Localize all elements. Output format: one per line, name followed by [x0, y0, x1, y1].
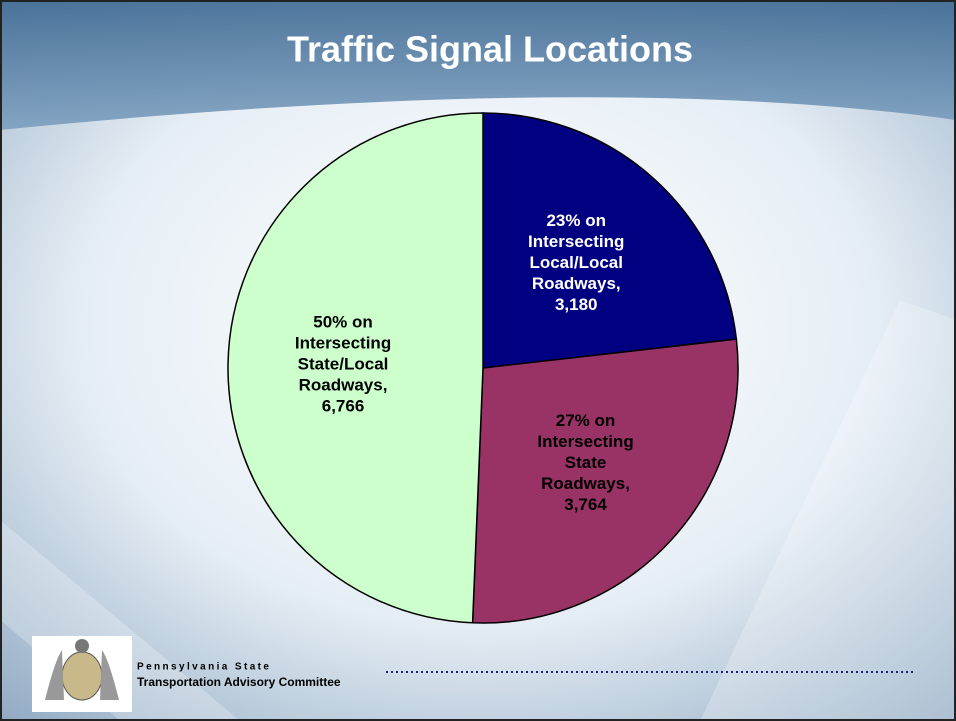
slice-label: Intersecting	[295, 334, 391, 353]
light-streak	[700, 300, 956, 721]
slice-label: Local/Local	[529, 253, 623, 272]
slice-label: 23% on	[546, 211, 606, 230]
logo	[32, 636, 132, 712]
slice-label: 3,180	[555, 295, 598, 314]
pie-slice	[227, 112, 484, 624]
chart-title: Traffic Signal Locations	[287, 29, 693, 70]
slice-label: State/Local	[298, 355, 389, 374]
slice-label: Roadways,	[532, 274, 621, 293]
light-streak	[0, 520, 240, 721]
slice-label: Intersecting	[537, 432, 633, 451]
seal-shield	[61, 651, 103, 701]
pie-slice	[482, 112, 738, 369]
slice-label: 6,766	[322, 397, 365, 416]
slice-label: 3,764	[564, 495, 607, 514]
slice-label: State	[565, 453, 607, 472]
slice-label: 27% on	[556, 411, 616, 430]
title-band	[0, 0, 956, 130]
seal-horses	[45, 650, 119, 700]
slice-label: Roadways,	[541, 474, 630, 493]
slice-label: 50% on	[313, 313, 373, 332]
org-line-2: Transportation Advisory Committee	[137, 675, 341, 689]
slice-label: Intersecting	[528, 232, 624, 251]
pie-slice	[471, 338, 739, 624]
slice-label: Roadways,	[299, 376, 388, 395]
pie: 23% on Intersecting Local/Local Roadways, 3,…	[227, 112, 739, 624]
seal-eagle	[75, 639, 89, 653]
org-line-1: Pennsylvania State	[137, 662, 271, 673]
